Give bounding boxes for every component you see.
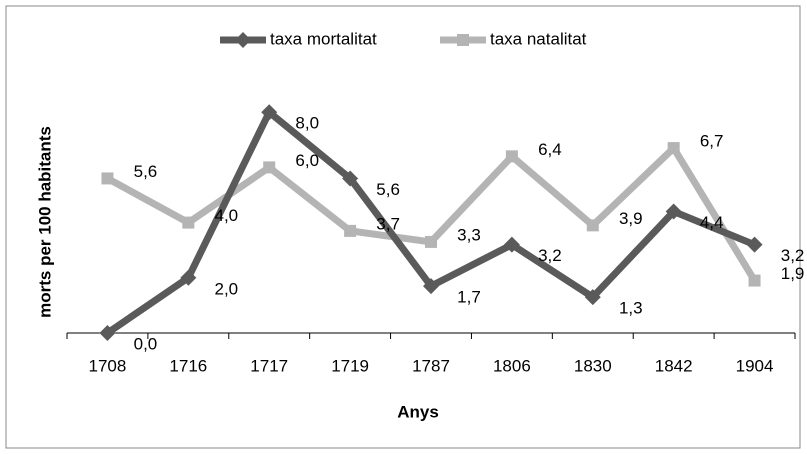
legend-label: taxa natalitat	[490, 29, 587, 48]
point-marker	[263, 161, 276, 174]
data-label: 1,3	[619, 299, 643, 318]
data-label: 3,7	[376, 214, 400, 233]
point-marker	[180, 269, 197, 286]
x-tick-label: 1806	[493, 356, 531, 375]
chart-border	[5, 5, 801, 449]
data-label: 0,0	[134, 334, 158, 353]
x-axis-title: Anys	[397, 402, 439, 421]
data-label: 1,9	[781, 264, 805, 283]
point-marker	[425, 235, 437, 248]
x-tick-label: 1719	[331, 356, 369, 375]
point-marker	[665, 203, 682, 220]
legend-marker	[235, 32, 251, 48]
x-tick-label: 1708	[89, 356, 127, 375]
point-marker	[423, 278, 439, 295]
point-marker	[182, 216, 195, 229]
legend-label: taxa mortalitat	[270, 29, 377, 48]
data-label: 3,2	[538, 246, 562, 265]
data-label: 3,2	[781, 246, 805, 265]
data-label: 5,6	[134, 162, 158, 181]
point-marker	[342, 170, 359, 187]
y-axis-title: morts per 100 habitants	[35, 126, 54, 318]
data-label: 3,9	[619, 209, 643, 228]
data-label: 4,0	[215, 206, 239, 225]
x-tick-label: 1830	[574, 356, 612, 375]
point-marker	[99, 325, 116, 341]
point-marker	[101, 172, 114, 185]
x-tick-label: 1842	[655, 356, 693, 375]
data-label: 6,4	[538, 140, 562, 159]
point-marker	[261, 104, 278, 121]
data-label: 3,3	[457, 225, 481, 244]
data-label: 6,0	[295, 151, 319, 170]
data-label: 4,4	[700, 213, 724, 232]
data-label: 2,0	[215, 279, 239, 298]
x-tick-label: 1787	[412, 356, 450, 375]
data-label: 5,6	[376, 180, 400, 199]
data-label: 1,7	[457, 288, 481, 307]
data-label: 6,7	[700, 132, 724, 151]
point-marker	[505, 150, 518, 163]
data-label: 8,0	[295, 114, 319, 133]
point-marker	[748, 274, 761, 287]
point-marker	[746, 236, 763, 253]
point-marker	[503, 236, 520, 253]
legend-marker	[457, 34, 469, 46]
x-tick-label: 1717	[250, 356, 288, 375]
point-marker	[667, 142, 680, 155]
point-marker	[344, 224, 357, 237]
x-tick-label: 1904	[736, 356, 774, 375]
point-marker	[586, 219, 599, 232]
x-tick-label: 1716	[169, 356, 207, 375]
point-marker	[584, 289, 601, 306]
